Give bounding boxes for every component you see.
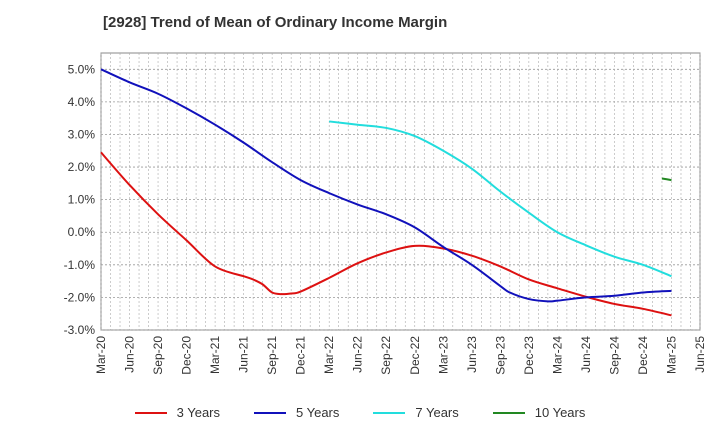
legend-item-7-years: 7 Years [373, 405, 459, 420]
y-tick-label: 2.0% [68, 160, 96, 174]
series-line-3-years [100, 151, 672, 317]
x-tick-label: Mar-25 [664, 336, 678, 374]
x-tick-label: Sep-21 [265, 336, 279, 375]
x-tick-label: Sep-22 [379, 336, 393, 375]
x-tick-label: Mar-21 [208, 336, 222, 374]
legend-item-3-years: 3 Years [134, 405, 220, 420]
x-tick-label: Mar-20 [94, 336, 108, 374]
x-tick-label: Mar-22 [322, 336, 336, 374]
chart-title: [2928] Trend of Mean of Ordinary Income … [103, 14, 448, 31]
y-tick-label: 5.0% [68, 62, 96, 76]
series-line-10-years [661, 177, 672, 182]
legend-label-7-years: 7 Years [415, 405, 459, 420]
x-tick-label: Dec-23 [522, 336, 536, 375]
y-tick-label: 4.0% [68, 95, 96, 109]
legend-swatch-5-years [254, 411, 286, 414]
x-tick-label: Mar-24 [550, 336, 564, 374]
x-tick-label: Dec-20 [180, 336, 194, 375]
legend: 3 Years 5 Years 7 Years 10 Years [0, 405, 720, 420]
y-tick-label: -2.0% [64, 290, 96, 304]
x-tick-label: Jun-21 [237, 336, 251, 373]
y-tick-label: 3.0% [68, 127, 96, 141]
x-tick-label: Jun-20 [123, 336, 137, 373]
legend-label-10-years: 10 Years [534, 405, 586, 420]
y-tick-label: 0.0% [68, 225, 96, 239]
legend-item-5-years: 5 Years [254, 405, 339, 420]
x-tick-label: Jun-24 [579, 336, 593, 373]
legend-label-3-years: 3 Years [176, 405, 220, 420]
legend-swatch-10-years [492, 411, 525, 414]
legend-label-5-years: 5 Years [296, 405, 340, 420]
x-tick-label: Dec-21 [294, 336, 308, 375]
x-tick-label: Jun-23 [465, 336, 479, 373]
x-tick-label: Jun-25 [693, 336, 707, 373]
plot-area [100, 52, 701, 331]
y-tick-label: -3.0% [64, 323, 96, 337]
series-line-5-years [100, 68, 672, 303]
x-tick-label: Mar-23 [436, 336, 450, 374]
y-tick-label: 1.0% [68, 193, 96, 207]
series-line-7-years [329, 120, 672, 278]
x-tick-label: Dec-22 [408, 336, 422, 375]
legend-item-10-years: 10 Years [492, 405, 586, 420]
x-tick-label: Sep-24 [607, 336, 621, 375]
legend-swatch-3-years [134, 411, 167, 414]
x-tick-label: Dec-24 [636, 336, 650, 375]
x-tick-label: Jun-22 [351, 336, 365, 373]
y-tick-label: -1.0% [64, 258, 96, 272]
legend-swatch-7-years [373, 411, 406, 414]
x-tick-label: Sep-20 [151, 336, 165, 375]
x-tick-label: Sep-23 [493, 336, 507, 375]
